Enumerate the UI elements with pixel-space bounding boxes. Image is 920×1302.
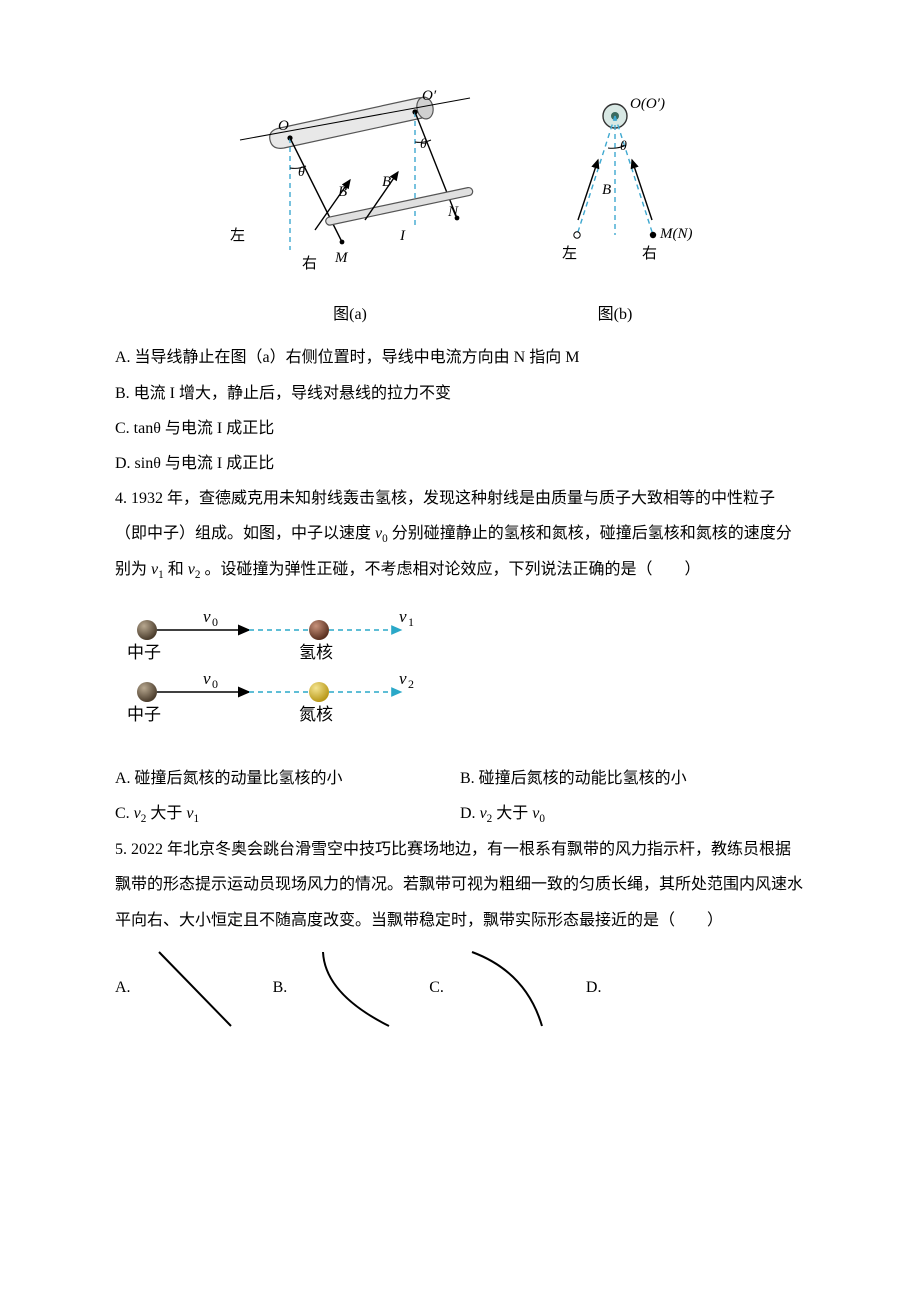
label-right-a: 右 — [302, 255, 317, 272]
q3-fig-a-svg: O O′ θ θ B B 左 右 M N I — [220, 90, 480, 280]
q4-fig-neutron-1: 中子 — [127, 643, 161, 662]
q4-C-sub1: 1 — [194, 814, 200, 826]
q4-fig-sub0-2: 0 — [212, 677, 218, 691]
label-B1: B — [338, 184, 347, 200]
q5-options: A. B. C. D. — [115, 942, 805, 1034]
label-OO-b: O(O′) — [630, 96, 665, 112]
label-I-a: I — [399, 228, 406, 244]
q3-caption-b: 图(b) — [530, 297, 700, 332]
q3-option-C: C. tanθ 与电流 I 成正比 — [115, 411, 805, 446]
q5-shape-A — [137, 942, 247, 1034]
q4-fig-sub2: 2 — [408, 677, 414, 691]
label-B2: B — [382, 174, 391, 190]
label-MN-b: M(N) — [659, 226, 693, 242]
q4-fig-v0-1: v — [203, 607, 211, 626]
q3-figure-a: O O′ θ θ B B 左 右 M N I 图(a) — [220, 90, 480, 332]
q4-fig-neutron-2: 中子 — [127, 705, 161, 724]
q4-fig-sub1: 1 — [408, 615, 414, 629]
q3-caption-a: 图(a) — [220, 297, 480, 332]
q4-fig-v1: v — [399, 607, 407, 626]
q4-D-mid: 大于 — [492, 805, 532, 822]
q3-figure-row: O O′ θ θ B B 左 右 M N I 图(a) — [115, 90, 805, 332]
q5-stem: 5. 2022 年北京冬奥会跳台滑雪空中技巧比赛场地边，有一根系有飘带的风力指示… — [115, 832, 805, 938]
q4-fig-v0-2: v — [203, 669, 211, 688]
q4-option-C: C. v2 大于 v1 — [115, 796, 460, 832]
q4-D-sub0: 0 — [539, 814, 545, 826]
q4-option-A: A. 碰撞后氮核的动量比氢核的小 — [115, 761, 460, 796]
q4-stem-4: 。设碰撞为弹性正碰，不考虑相对论效应，下列说法正确的是（ ） — [200, 561, 700, 578]
q4-options: A. 碰撞后氮核的动量比氢核的小 B. 碰撞后氮核的动能比氢核的小 C. v2 … — [115, 761, 805, 832]
q5-D-label: D. — [586, 970, 602, 1005]
q3-options: A. 当导线静止在图（a）右侧位置时，导线中电流方向由 N 指向 M B. 电流… — [115, 340, 805, 481]
q3-figure-b: O(O′) θ B 左 右 M(N) 图(b) — [530, 90, 700, 332]
q4-C-mid: 大于 — [146, 805, 186, 822]
q4-stem-3: 和 — [164, 561, 188, 578]
label-B-b: B — [602, 182, 611, 198]
label-right-b: 右 — [642, 245, 657, 262]
q3-option-A: A. 当导线静止在图（a）右侧位置时，导线中电流方向由 N 指向 M — [115, 340, 805, 375]
q4-fig-H: 氢核 — [299, 643, 333, 662]
label-left-b: 左 — [562, 245, 577, 262]
q4-fig-sub0-1: 0 — [212, 615, 218, 629]
q4-fig-N: 氮核 — [299, 705, 333, 724]
q4-D-v2: v — [480, 805, 487, 822]
q5-B-label: B. — [273, 970, 288, 1005]
label-left-a: 左 — [230, 227, 245, 244]
q5-shape-C — [450, 942, 560, 1034]
q4-C-pre: C. — [115, 805, 134, 822]
q3-option-D: D. sinθ 与电流 I 成正比 — [115, 446, 805, 481]
label-theta-b: θ — [620, 139, 627, 154]
q4-C-v1: v — [186, 805, 193, 822]
q5-option-D: D. — [586, 970, 608, 1005]
q3-option-B: B. 电流 I 增大，静止后，导线对悬线的拉力不变 — [115, 376, 805, 411]
q4-option-D: D. v2 大于 v0 — [460, 796, 805, 832]
q5-shape-B — [293, 942, 403, 1034]
label-M-a: M — [334, 250, 349, 266]
q4-C-v2: v — [134, 805, 141, 822]
label-theta1: θ — [298, 165, 305, 180]
q4-v2: v — [188, 561, 195, 578]
q4-fig-v2: v — [399, 669, 407, 688]
q4-fig-svg: v 0 v 1 中子 氢核 v 0 v 2 中子 氮核 — [121, 600, 441, 730]
q4-stem: 4. 1932 年，查德威克用未知射线轰击氢核，发现这种射线是由质量与质子大致相… — [115, 481, 805, 588]
q4-option-B: B. 碰撞后氮核的动能比氢核的小 — [460, 761, 805, 796]
label-O: O — [278, 118, 289, 134]
label-theta2: θ — [420, 137, 427, 152]
q4-D-pre: D. — [460, 805, 480, 822]
label-Oprime: O′ — [422, 90, 437, 104]
q3-fig-b-svg: O(O′) θ B 左 右 M(N) — [530, 90, 700, 280]
q5-option-B: B. — [273, 942, 404, 1034]
q5-option-C: C. — [429, 942, 560, 1034]
q5-C-label: C. — [429, 970, 444, 1005]
q5-A-label: A. — [115, 970, 131, 1005]
q4-figure: v 0 v 1 中子 氢核 v 0 v 2 中子 氮核 — [121, 600, 805, 743]
q5-option-A: A. — [115, 942, 247, 1034]
label-N-a: N — [447, 204, 459, 220]
